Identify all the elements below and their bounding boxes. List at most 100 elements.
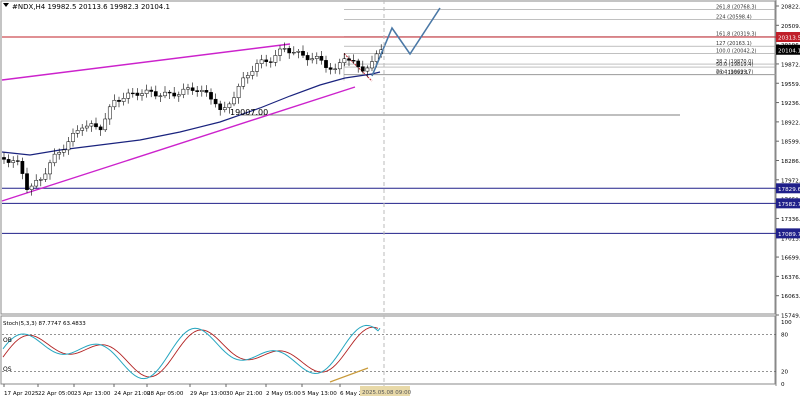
time-cursor-badge (360, 386, 410, 396)
candle-body (209, 92, 213, 100)
channel-upper-line[interactable] (1, 43, 291, 81)
level-badge (776, 228, 800, 239)
fib-level-label: 50.0 (19819.4) (716, 62, 753, 68)
candle-body (57, 152, 62, 155)
price-annotation: 19007.00 (230, 108, 268, 117)
candle-body (236, 86, 241, 99)
candle-body (259, 59, 264, 64)
candle-body (163, 91, 167, 97)
candle-body (66, 141, 71, 151)
price-tick-label: 17336.0 (781, 217, 800, 223)
candle-body (356, 60, 361, 67)
candle-body (48, 162, 52, 175)
candle-body (314, 56, 319, 59)
fib-level-label: 127 (20163.1) (716, 41, 752, 47)
level-badge-label: 20313.5 (778, 36, 800, 42)
candle-body (310, 58, 315, 61)
candle-body (268, 61, 273, 63)
candle-body (337, 62, 342, 70)
candle-body (149, 89, 154, 92)
main-chart-frame[interactable] (0, 0, 776, 315)
candle-body (296, 51, 301, 53)
candle-body (98, 126, 103, 131)
horizontal-levels[interactable]: 20313.5 17829.6 17582.7 17089.7 20104.1 (2, 32, 800, 239)
price-tick-label: 19236.0 (781, 101, 800, 107)
candle-body (34, 180, 39, 187)
price-tick-label: 20822.5 (781, 5, 800, 11)
fib-level-label: 224 (20598.4) (716, 15, 752, 21)
candle-body (333, 68, 338, 70)
stoch-scale-label: 80 (781, 332, 789, 338)
candle-body (6, 159, 11, 163)
stoch-scale-label: 0 (781, 382, 785, 388)
price-tick-label: 20509.6 (781, 24, 800, 30)
time-tick-label: 23 Apr 13:00 (74, 391, 111, 397)
time-tick-label: 17 Apr 2025 (4, 391, 39, 397)
projection-path[interactable] (371, 7, 441, 77)
candle-body (186, 87, 190, 90)
time-tick-label: 24 Apr 21:00 (114, 391, 151, 397)
candle-body (25, 173, 29, 190)
candle-body (107, 106, 112, 120)
candle-body (319, 56, 324, 61)
candle-body (121, 98, 126, 102)
price-tick-label: 19559.0 (781, 82, 800, 88)
candle-body (287, 48, 292, 54)
stoch-main-line (2, 324, 381, 380)
candle-body (11, 160, 16, 163)
candle-body (52, 153, 57, 164)
candle-body (204, 90, 209, 93)
candle-body (43, 173, 48, 180)
fib-level-label: 76.4 (19699.7) (716, 69, 753, 75)
price-tick-label: 17013.0 (781, 236, 800, 242)
candle-body (342, 58, 347, 63)
candle-body (301, 51, 305, 56)
price-tick-label: 19872.0 (781, 62, 800, 68)
divergence-line[interactable] (329, 367, 369, 383)
candle-body (264, 59, 269, 62)
candle-body (245, 75, 250, 79)
candle-body (84, 125, 89, 129)
candle-body (195, 90, 200, 92)
candle-body (167, 91, 172, 94)
candle-body (255, 63, 259, 72)
candle-body (153, 91, 158, 97)
candle-body (374, 53, 379, 62)
level-badge (776, 183, 800, 194)
candle-body (144, 89, 149, 94)
candle-body (176, 94, 181, 97)
candle-body (20, 161, 25, 174)
candle-body (360, 66, 365, 72)
price-tick-label: 18922.5 (781, 120, 800, 126)
price-channel[interactable] (1, 43, 356, 202)
time-tick-label: 22 Apr 05:00 (38, 391, 75, 397)
candle-body (241, 77, 246, 87)
candle-body (222, 107, 227, 110)
time-tick-label: 28 Apr 05:00 (147, 391, 184, 397)
candle-body (71, 133, 75, 142)
candle-body (347, 58, 351, 61)
candle-body (291, 52, 296, 54)
triangle-down-icon[interactable] (3, 3, 9, 7)
chart-header: #NDX,H4 19982.5 20113.6 19982.3 20104.1 (3, 3, 170, 11)
stochastic-indicator: 100 80 20 0 (2, 320, 792, 388)
candle-body (328, 67, 333, 70)
level-badge-label: 17089.7 (778, 232, 800, 238)
candle-body (89, 123, 94, 127)
fib-level-label: 0.0 (19692.1) (716, 70, 750, 76)
candle-body (278, 48, 282, 56)
stochastic-panel-frame[interactable] (0, 315, 776, 385)
candle-body (273, 55, 278, 63)
moving-average (1, 71, 381, 156)
price-tick-label: 16376.5 (781, 275, 800, 281)
fib-level-label: 161.8 (20319.3) (716, 32, 757, 38)
candle-body (190, 87, 195, 91)
candle-body (213, 98, 218, 105)
candle-body (15, 160, 20, 162)
candle-body (351, 60, 356, 62)
projection-zigzag[interactable] (371, 7, 441, 77)
channel-lower-line[interactable] (1, 86, 356, 202)
current-price-badge (776, 44, 800, 55)
candlesticks (2, 42, 384, 196)
